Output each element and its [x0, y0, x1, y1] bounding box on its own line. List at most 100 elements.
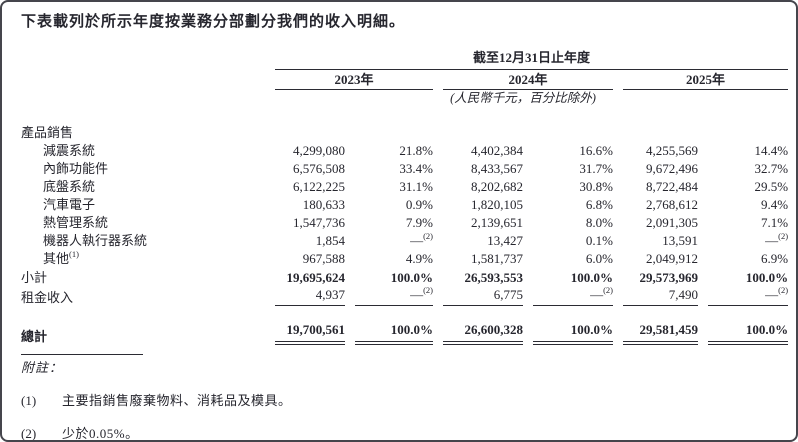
value-2024: 4,402,384 — [471, 143, 523, 158]
row-label: 租金收入 — [21, 290, 74, 305]
period-header: 截至12月31日止年度 — [275, 49, 789, 70]
pct-2025: —(2) — [765, 231, 789, 248]
pct-2024: 16.6% — [579, 143, 613, 158]
value-2024: 1,820,105 — [471, 197, 523, 212]
row-label: 熱管理系統 — [43, 215, 109, 230]
value-2023: 19,695,624 — [286, 270, 346, 285]
pct-2023: 33.4% — [399, 161, 433, 176]
row-chassis-systems: 底盤系統 6,122,225 31.1% 8,202,682 30.8% 8,7… — [21, 177, 788, 195]
value-2025: 4,255,569 — [646, 143, 698, 158]
value-2023: 180,633 — [302, 197, 345, 212]
pct-2023: —(2) — [345, 286, 433, 306]
pct-2024: 6.0% — [585, 251, 613, 266]
pct-2025: 9.4% — [760, 197, 789, 212]
value-2025: 13,591 — [662, 233, 698, 248]
row-robot-actuator-systems: 機器人執行器系統 1,854 —(2) 13,427 0.1% 13,591 —… — [21, 231, 788, 249]
value-2025: 29,581,459 — [613, 321, 698, 345]
pct-2025: 29.5% — [754, 179, 789, 194]
value-2023: 967,588 — [302, 251, 345, 266]
row-label: 底盤系統 — [43, 179, 96, 194]
period-header-cell: 截至12月31日止年度 — [265, 46, 789, 70]
pct-2024: 31.7% — [579, 161, 613, 176]
value-2024: 1,581,737 — [471, 251, 523, 266]
value-2024: 2,139,651 — [471, 215, 523, 230]
value-2025: 2,768,612 — [646, 197, 698, 212]
value-2024: 26,600,328 — [433, 321, 523, 345]
pct-2024: 8.0% — [585, 215, 613, 230]
row-label: 汽車電子 — [43, 197, 96, 212]
footnote-ref: (2) — [603, 285, 613, 295]
year-2025-cell: 2025年 — [613, 70, 789, 90]
year-header-row: 2023年 2024年 2025年 — [21, 70, 789, 90]
value-2023: 4,299,080 — [293, 143, 345, 158]
value-2023: 6,122,225 — [293, 179, 345, 194]
row-label: 減震系統 — [43, 143, 96, 158]
footnotes-heading: 附註： — [21, 360, 64, 375]
pct-2025: 100.0% — [745, 270, 789, 285]
value-2024: 26,593,553 — [464, 270, 524, 285]
footnote-number: (1) — [21, 393, 37, 408]
row-thermal-management-systems: 熱管理系統 1,547,736 7.9% 2,139,651 8.0% 2,09… — [21, 213, 788, 231]
footnote-text: 少於0.05%。 — [62, 426, 139, 441]
section-label-product-sales: 產品銷售 — [21, 125, 74, 140]
value-2024: 6,775 — [433, 286, 523, 306]
unit-note: (人民幣千元，百分比除外) — [450, 91, 596, 105]
year-2023-header: 2023年 — [275, 71, 433, 90]
year-2024-header: 2024年 — [443, 71, 613, 90]
value-2023: 4,937 — [265, 286, 345, 306]
row-product-sales: 產品銷售 — [21, 123, 788, 141]
row-label: 內飾功能件 — [43, 161, 109, 176]
footnote-ref: (2) — [778, 285, 789, 295]
value-2025: 8,722,484 — [646, 179, 698, 194]
pct-2025: 7.1% — [760, 215, 789, 230]
footnote-ref: (2) — [778, 231, 789, 241]
row-damping-systems: 減震系統 4,299,080 21.8% 4,402,384 16.6% 4,2… — [21, 141, 788, 159]
footnote-text: 主要指銷售廢棄物料、消耗品及模具。 — [62, 393, 292, 408]
value-2025: 7,490 — [613, 286, 698, 306]
footnote-2: (2) 少於0.05%。 — [21, 426, 796, 441]
footnote-divider — [21, 354, 143, 355]
row-label: 小計 — [21, 270, 48, 285]
value-2023: 19,700,561 — [265, 321, 345, 345]
pct-2024: 6.8% — [585, 197, 613, 212]
pct-2025: 32.7% — [754, 161, 789, 176]
pct-2023: 21.8% — [399, 143, 433, 158]
value-2025: 29,573,969 — [639, 270, 699, 285]
value-2024: 8,202,682 — [471, 179, 523, 194]
row-label: 機器人執行器系統 — [43, 233, 148, 248]
value-2023: 6,576,508 — [293, 161, 345, 176]
pct-2023: 100.0% — [390, 270, 433, 285]
value-2023: 1,547,736 — [293, 215, 345, 230]
row-label: 總計 — [21, 329, 48, 344]
footnote-number: (2) — [21, 426, 37, 441]
row-label: 其他(1) — [43, 249, 79, 266]
footnote-1: (1) 主要指銷售廢棄物料、消耗品及模具。 — [21, 393, 796, 409]
pct-2025: 14.4% — [754, 143, 789, 158]
value-2024: 8,433,567 — [471, 161, 523, 176]
period-header-row: 截至12月31日止年度 — [21, 46, 789, 70]
value-2025: 2,091,305 — [646, 215, 698, 230]
pct-2024: 100.0% — [570, 270, 613, 285]
pct-2023: 4.9% — [405, 251, 433, 266]
pct-2025: 100.0% — [698, 321, 789, 345]
pct-2023: 0.9% — [405, 197, 433, 212]
page-title: 下表載列於所示年度按業務分部劃分我們的收入明細。 — [21, 14, 406, 30]
footnote-ref: (2) — [423, 231, 433, 241]
revenue-by-segment-table: 截至12月31日止年度 2023年 2024年 2025年 (人民幣千元，百分比… — [21, 46, 789, 345]
row-rental-income: 租金收入 4,937 —(2) 6,775 —(2) 7,490 —(2) — [21, 285, 789, 306]
pct-2024: 30.8% — [579, 179, 613, 194]
row-subtotal: 小計 19,695,624 100.0% 26,593,553 100.0% 2… — [21, 267, 788, 286]
pct-2023: 7.9% — [405, 215, 433, 230]
value-2024: 13,427 — [487, 233, 523, 248]
pct-2024: —(2) — [523, 286, 613, 306]
year-2024-cell: 2024年 — [433, 70, 613, 90]
pct-2023: 31.1% — [399, 179, 433, 194]
row-total: 總計 19,700,561 100.0% 26,600,328 100.0% 2… — [21, 321, 789, 345]
pct-2024: 0.1% — [585, 233, 613, 248]
row-automotive-electronics: 汽車電子 180,633 0.9% 1,820,105 6.8% 2,768,6… — [21, 195, 788, 213]
value-2025: 2,049,912 — [646, 251, 698, 266]
value-2025: 9,672,496 — [646, 161, 698, 176]
row-others: 其他(1) 967,588 4.9% 1,581,737 6.0% 2,049,… — [21, 249, 788, 267]
value-2023: 1,854 — [315, 233, 345, 248]
